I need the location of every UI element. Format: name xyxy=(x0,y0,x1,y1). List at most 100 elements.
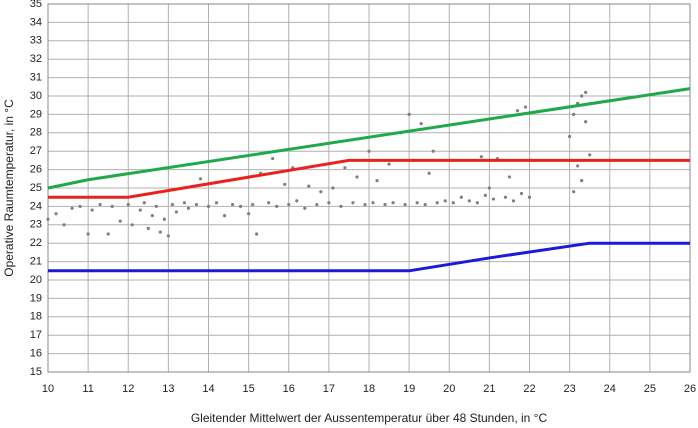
point xyxy=(130,223,134,227)
y-tick-label: 33 xyxy=(30,35,42,47)
point xyxy=(162,217,166,221)
point xyxy=(371,201,375,205)
x-tick-label: 21 xyxy=(483,383,495,395)
point xyxy=(283,182,287,186)
point xyxy=(459,195,463,199)
point xyxy=(387,162,391,166)
point xyxy=(343,166,347,170)
x-tick-label: 12 xyxy=(122,383,134,395)
point xyxy=(427,171,431,175)
point xyxy=(287,202,291,207)
x-tick-label: 19 xyxy=(403,383,415,395)
point xyxy=(247,212,251,216)
point xyxy=(523,105,528,109)
point xyxy=(307,184,311,188)
point xyxy=(327,201,331,205)
point xyxy=(98,202,102,207)
x-tick-label: 25 xyxy=(644,383,656,395)
point xyxy=(491,197,495,201)
point xyxy=(355,175,359,179)
point xyxy=(451,201,455,205)
point xyxy=(110,204,114,208)
y-tick-label: 24 xyxy=(30,200,42,212)
y-tick-label: 22 xyxy=(30,237,42,249)
point xyxy=(150,214,154,218)
point xyxy=(572,112,576,116)
point xyxy=(519,191,524,196)
point xyxy=(503,195,508,199)
point xyxy=(106,232,110,236)
point xyxy=(576,164,580,168)
point xyxy=(239,204,243,208)
point xyxy=(568,134,572,139)
point xyxy=(295,199,299,203)
point xyxy=(158,230,162,234)
point xyxy=(443,199,447,203)
point xyxy=(584,90,588,94)
y-tick-label: 30 xyxy=(30,90,42,102)
x-tick-label: 22 xyxy=(523,383,535,395)
point xyxy=(126,202,130,207)
point xyxy=(584,120,588,124)
y-tick-label: 25 xyxy=(30,182,42,194)
point xyxy=(271,156,275,161)
point xyxy=(363,202,367,207)
y-tick-label: 18 xyxy=(30,311,42,323)
y-tick-label: 35 xyxy=(30,0,42,10)
x-tick-label: 26 xyxy=(684,383,696,395)
point xyxy=(182,201,187,205)
point xyxy=(198,177,203,181)
point xyxy=(174,210,178,214)
point xyxy=(475,201,479,205)
point xyxy=(255,232,259,236)
x-tick-label: 15 xyxy=(243,383,255,395)
point xyxy=(415,201,419,205)
point xyxy=(118,219,122,223)
point xyxy=(222,214,227,218)
point xyxy=(86,232,90,236)
x-tick-label: 24 xyxy=(604,383,616,395)
point xyxy=(206,204,211,208)
x-tick-label: 17 xyxy=(323,383,335,395)
point xyxy=(351,201,355,205)
x-tick-label: 18 xyxy=(363,383,375,395)
point xyxy=(423,202,427,207)
y-tick-label: 32 xyxy=(30,53,42,65)
point xyxy=(588,153,592,157)
point xyxy=(367,149,371,153)
point xyxy=(275,204,279,208)
point xyxy=(170,202,174,207)
y-tick-label: 19 xyxy=(30,292,42,304)
point xyxy=(479,155,483,159)
point xyxy=(407,112,411,116)
limit-line xyxy=(48,158,690,199)
point xyxy=(230,202,235,207)
point xyxy=(315,202,319,207)
point xyxy=(580,179,584,183)
point xyxy=(487,186,491,190)
point xyxy=(154,204,158,208)
x-axis-title: Gleitender Mittelwert der Aussentemperat… xyxy=(191,411,548,425)
point xyxy=(431,149,435,153)
x-tick-label: 16 xyxy=(283,383,295,395)
point xyxy=(90,208,94,212)
x-tick-label: 23 xyxy=(564,383,576,395)
y-tick-label: 27 xyxy=(30,145,42,157)
y-tick-label: 15 xyxy=(30,366,42,378)
y-tick-label: 28 xyxy=(30,127,42,139)
point xyxy=(507,175,512,179)
point xyxy=(580,94,584,98)
point xyxy=(515,109,520,113)
point xyxy=(78,204,82,208)
y-tick-label: 16 xyxy=(30,348,42,360)
point xyxy=(303,206,307,210)
point xyxy=(166,234,170,238)
point xyxy=(483,193,487,197)
point xyxy=(511,199,516,203)
point xyxy=(54,212,58,216)
point xyxy=(527,195,532,199)
point xyxy=(70,206,74,210)
point xyxy=(435,201,439,205)
point xyxy=(138,208,142,212)
